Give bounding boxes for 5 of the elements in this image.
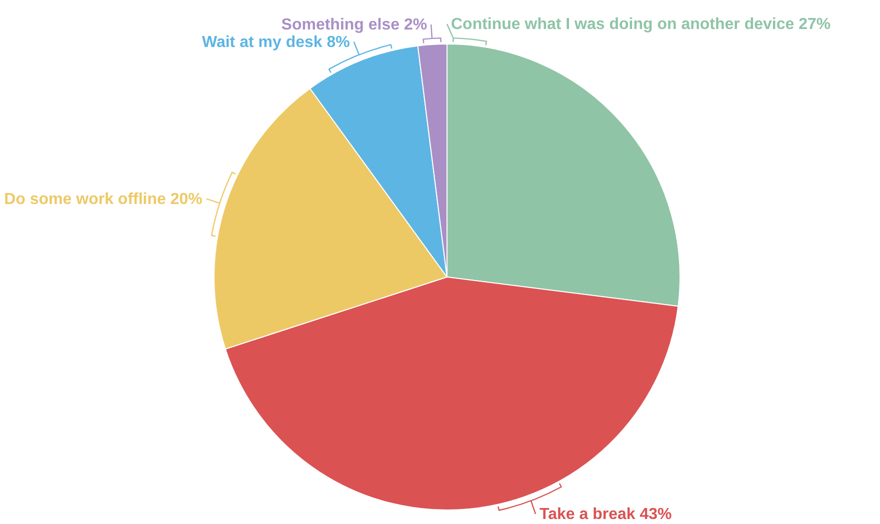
slice-label: Wait at my desk 8% bbox=[202, 33, 350, 50]
legend-label: Take a break 43% bbox=[540, 506, 672, 522]
slice-label: Continue what I was doing on another device 27% bbox=[451, 16, 831, 32]
slice-label: Do some work offline 20% bbox=[4, 190, 202, 208]
slice-label: Something else 2% bbox=[281, 16, 428, 33]
